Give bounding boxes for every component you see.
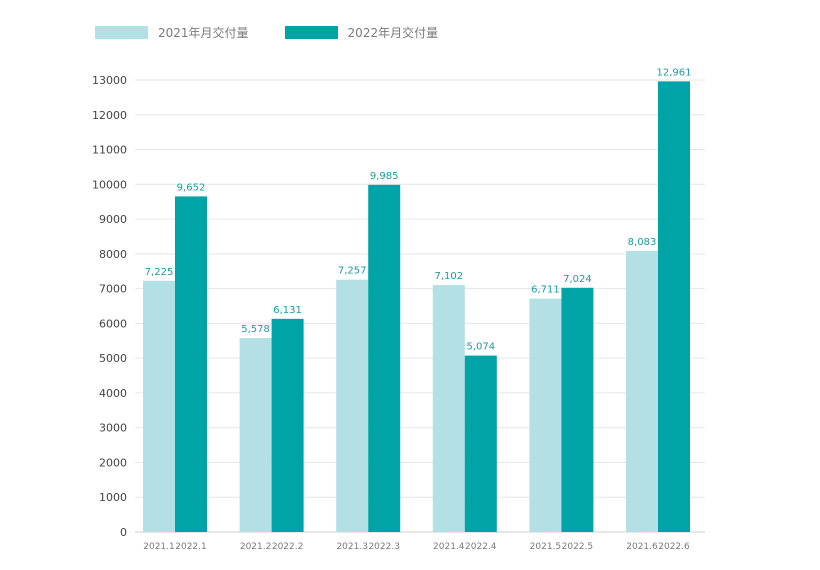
y-tick-label-10000: 10000 xyxy=(92,178,127,191)
y-tick-label-11000: 11000 xyxy=(92,144,127,157)
bar-2021.2 xyxy=(239,338,272,532)
bar-2021.1 xyxy=(143,280,175,532)
legend-label-2022: 2022年月交付量 xyxy=(347,26,439,40)
x-tick-label-2022.5: 2022.5 xyxy=(562,542,594,552)
bar-2022.5 xyxy=(561,287,594,532)
data-label-2021.3: 7,257 xyxy=(338,266,367,277)
x-tick-label-2022.3: 2022.3 xyxy=(368,542,400,552)
data-label-2022.6: 12,961 xyxy=(657,67,692,78)
bar-2021.6 xyxy=(626,250,658,532)
data-label-2021.4: 7,102 xyxy=(434,271,463,282)
y-tick-label-5000: 5000 xyxy=(99,352,127,365)
y-tick-label-13000: 13000 xyxy=(92,74,127,87)
bar-2022.2 xyxy=(271,318,304,532)
x-tick-label-2021.5: 2021.5 xyxy=(530,542,562,552)
bar-2021.5 xyxy=(529,298,562,532)
data-label-2022.4: 5,074 xyxy=(466,342,495,353)
x-tick-label-2021.1: 2021.1 xyxy=(143,542,175,552)
x-tick-label-2021.3: 2021.3 xyxy=(336,542,368,552)
data-label-2022.3: 9,985 xyxy=(370,171,399,182)
y-tick-label-2000: 2000 xyxy=(99,456,127,469)
bar-2021.4 xyxy=(432,285,465,532)
legend-swatch-2022 xyxy=(284,26,338,39)
y-tick-label-8000: 8000 xyxy=(99,248,127,261)
y-tick-label-4000: 4000 xyxy=(99,387,127,400)
y-tick-label-1000: 1000 xyxy=(99,491,127,504)
legend-label-2021: 2021年月交付量 xyxy=(158,26,249,40)
x-tick-label-2021.2: 2021.2 xyxy=(240,542,272,552)
data-label-2021.5: 6,711 xyxy=(531,285,560,296)
y-tick-label-7000: 7000 xyxy=(99,283,127,296)
bar-2022.6 xyxy=(658,81,690,532)
y-tick-label-12000: 12000 xyxy=(92,109,127,122)
x-tick-label-2021.4: 2021.4 xyxy=(433,542,465,552)
x-tick-label-2022.4: 2022.4 xyxy=(465,542,497,552)
data-label-2021.2: 5,578 xyxy=(241,324,270,335)
bar-2022.3 xyxy=(368,184,401,532)
y-tick-label-0: 0 xyxy=(120,526,127,539)
x-tick-label-2021.6: 2021.6 xyxy=(626,542,658,552)
y-tick-label-9000: 9000 xyxy=(99,213,127,226)
data-label-2021.6: 8,083 xyxy=(628,237,657,248)
x-tick-label-2022.2: 2022.2 xyxy=(272,542,304,552)
data-label-2021.1: 7,225 xyxy=(145,267,174,278)
data-label-2022.2: 6,131 xyxy=(273,305,302,316)
data-label-2022.5: 7,024 xyxy=(563,274,592,285)
y-tick-label-6000: 6000 xyxy=(99,317,127,330)
legend-swatch-2021 xyxy=(95,26,148,39)
legend-item-2021: 2021年月交付量 xyxy=(95,24,249,41)
legend-item-2022: 2022年月交付量 xyxy=(284,24,439,41)
bar-2021.3 xyxy=(336,279,369,532)
bar-2022.1 xyxy=(175,196,207,532)
x-tick-label-2022.6: 2022.6 xyxy=(658,542,690,552)
data-label-2022.1: 9,652 xyxy=(177,182,206,193)
legend: 2021年月交付量 2022年月交付量 xyxy=(95,24,438,41)
y-tick-label-3000: 3000 xyxy=(99,422,127,435)
bar-2022.4 xyxy=(464,355,497,532)
x-tick-label-2022.1: 2022.1 xyxy=(175,542,207,552)
